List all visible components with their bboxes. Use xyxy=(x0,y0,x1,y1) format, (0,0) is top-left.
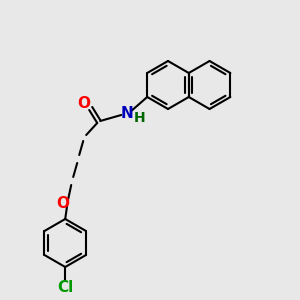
Text: N: N xyxy=(121,106,134,121)
Text: H: H xyxy=(134,111,145,125)
Text: O: O xyxy=(78,95,91,110)
Text: O: O xyxy=(57,196,70,211)
Text: Cl: Cl xyxy=(57,280,73,295)
